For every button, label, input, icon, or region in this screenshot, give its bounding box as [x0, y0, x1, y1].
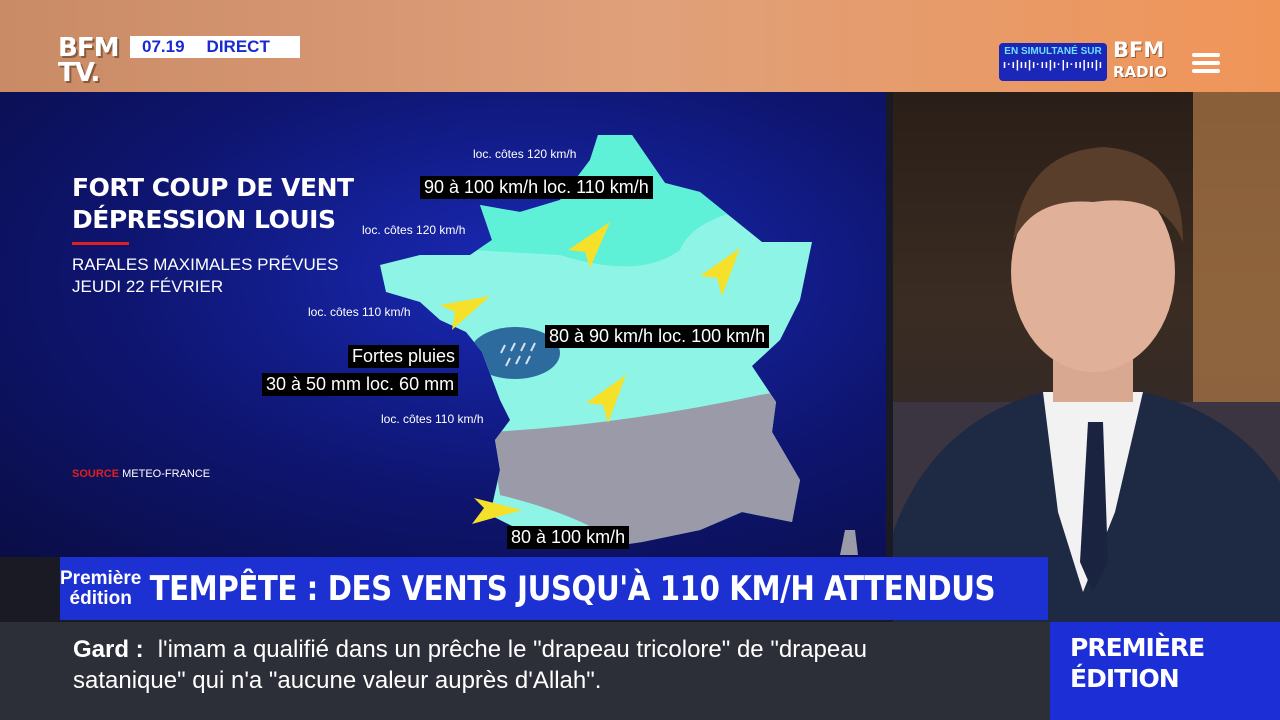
audio-wave-icon: ı·ı|ıı|ı·ıı|ı·|ı·ıı|ıı|ı [1003, 59, 1103, 71]
source-name: METEO-FRANCE [122, 468, 211, 480]
subtitle-line: RAFALES MAXIMALES PRÉVUES [72, 255, 339, 274]
wind-arrow-icon [440, 296, 490, 330]
label-rain-title: Fortes pluies [348, 345, 460, 368]
source-label: SOURCE [72, 468, 120, 480]
label-center-main: 80 à 90 km/h loc. 100 km/h [545, 325, 770, 348]
weather-map-panel: FORT COUP DE VENT DÉPRESSION LOUIS RAFALE… [0, 92, 886, 557]
wind-arrow-icon [700, 248, 740, 296]
program-box: PREMIÈRE ÉDITION [1050, 622, 1280, 720]
program-box-line: PREMIÈRE [1070, 633, 1205, 662]
bfm-radio-logo[interactable]: BFM RADIO [1113, 40, 1167, 82]
headline-text: TEMPÊTE : DES VENTS JUSQU'À 110 KM/H ATT… [149, 568, 996, 609]
news-ticker: Gard : l'imam a qualifié dans un prêche l… [0, 622, 1050, 720]
live-indicator: 07.19 DIRECT [130, 36, 300, 58]
ticker-text: satanique" qui n'a "aucune valeur auprès… [73, 667, 602, 694]
map-title: FORT COUP DE VENT DÉPRESSION LOUIS [72, 172, 354, 236]
corsica [840, 530, 858, 555]
wind-arrow-icon [472, 498, 522, 524]
zone-no-warning [490, 380, 812, 548]
rain-zone [470, 327, 560, 379]
program-logo: Première édition [60, 567, 142, 609]
bfmtv-logo: BFM TV. [58, 33, 119, 88]
title-underline [72, 242, 129, 245]
headline-bar: Première édition TEMPÊTE : DES VENTS JUSQ… [60, 557, 1048, 620]
wind-arrows [440, 222, 740, 524]
label-rain-amount: 30 à 50 mm loc. 60 mm [262, 373, 459, 396]
label-atlantic-coast: loc. côtes 110 km/h [381, 412, 484, 426]
title-line: DÉPRESSION LOUIS [72, 205, 336, 234]
top-banner: BFM TV. 07.19 DIRECT EN SIMULTANÉ SUR ı·ı… [0, 0, 1280, 92]
rain-icon [500, 342, 536, 367]
label-north-main: 90 à 100 km/h loc. 110 km/h [420, 176, 653, 199]
subtitle-line: JEUDI 22 FÉVRIER [72, 277, 224, 296]
wind-arrow-icon [586, 375, 626, 423]
ticker-place: Gard : [73, 636, 144, 663]
presenter-video [893, 92, 1280, 622]
live-label: DIRECT [206, 37, 270, 56]
simulcast-badge[interactable]: EN SIMULTANÉ SUR ı·ı|ıı|ı·ıı|ı·|ı·ıı|ıı|… [999, 43, 1107, 81]
program-box-line: ÉDITION [1070, 664, 1180, 693]
title-line: FORT COUP DE VENT [72, 173, 354, 202]
radio-logo-top: BFM [1113, 38, 1165, 62]
label-brittany-coast: loc. côtes 110 km/h [308, 305, 411, 319]
program-line: Première [60, 567, 142, 589]
presenter [893, 92, 1280, 622]
label-normandy-coast: loc. côtes 120 km/h [362, 223, 466, 237]
program-line: édition [69, 587, 132, 609]
label-south-main: 80 à 100 km/h [507, 526, 630, 549]
label-north-coast: loc. côtes 120 km/h [473, 147, 577, 161]
hamburger-icon[interactable] [1192, 53, 1220, 73]
ticker-line: Gard : l'imam a qualifié dans un prêche l… [73, 634, 1050, 665]
map-subtitle: RAFALES MAXIMALES PRÉVUES JEUDI 22 FÉVRIE… [72, 254, 338, 298]
simulcast-label: EN SIMULTANÉ SUR [1004, 46, 1102, 57]
wind-arrow-icon [568, 222, 610, 268]
map-source: SOURCE METEO-FRANCE [72, 468, 210, 480]
radio-logo-bottom: RADIO [1113, 63, 1167, 81]
ticker-text: l'imam a qualifié dans un prêche le "dra… [157, 636, 867, 663]
clock: 07.19 [142, 37, 185, 56]
